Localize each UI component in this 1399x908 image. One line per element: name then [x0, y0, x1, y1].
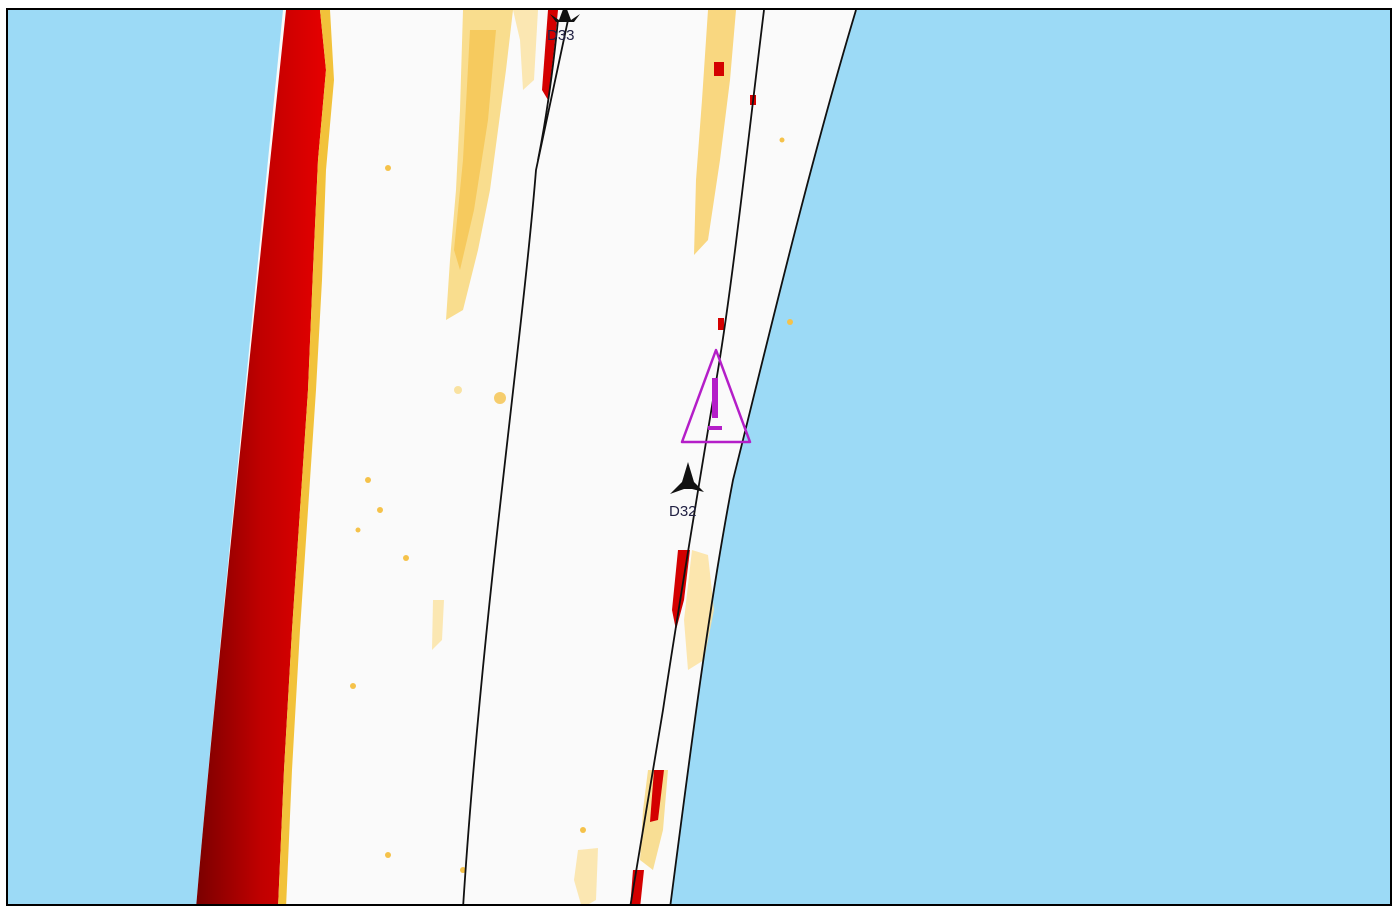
high-intensity-band: [196, 10, 326, 904]
marker-d32-label: D32: [669, 503, 697, 520]
aircraft-icon: [550, 10, 580, 22]
map-canvas[interactable]: D33 D32: [8, 10, 1392, 906]
center-boundary: [629, 10, 765, 904]
aircraft-icon: [670, 462, 704, 494]
high-intensity-edge: [278, 10, 334, 904]
marker-d33[interactable]: D33: [547, 10, 580, 44]
map-frame[interactable]: D33 D32: [6, 8, 1392, 906]
warning-triangle-icon: [680, 348, 752, 444]
outer-boundary: [669, 10, 857, 904]
inner-boundary-branch: [537, 19, 559, 161]
land-strip: [196, 10, 856, 904]
warning-mark-dot: [708, 426, 722, 430]
marker-d32[interactable]: D32: [669, 462, 704, 520]
hazard-warning[interactable]: [680, 348, 752, 444]
marker-d33-label: D33: [547, 27, 575, 44]
boundary-lines: [462, 10, 857, 904]
warning-mark-bar: [712, 378, 718, 418]
